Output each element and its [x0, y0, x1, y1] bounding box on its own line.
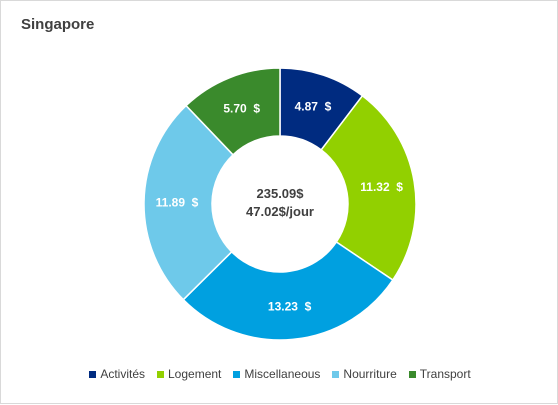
- legend-item-3: Nourriture: [332, 367, 397, 381]
- slice-value-label-3: 11.89 $: [156, 196, 199, 210]
- legend-label: Activités: [100, 367, 145, 381]
- donut-slice-1: [320, 94, 417, 282]
- donut-slice-3: [143, 104, 235, 301]
- legend-label: Miscellaneous: [244, 367, 321, 381]
- center-daily-label: 47.02$/jour: [246, 204, 314, 219]
- legend-item-4: Transport: [408, 367, 471, 381]
- center-total-label: 235.09$: [257, 186, 305, 201]
- legend-swatch: [157, 370, 164, 378]
- slice-value-label-2: 13.23 $: [268, 300, 312, 314]
- donut-slice-4: [185, 67, 281, 156]
- legend-item-0: Activités: [89, 367, 145, 381]
- chart-legend: Activités Logement Miscellaneous Nourriture…: [1, 367, 558, 381]
- slice-value-label-1: 11.32 $: [360, 180, 403, 194]
- chart-title: Singapore: [21, 16, 95, 33]
- slice-value-label-4: 5.70 $: [223, 101, 260, 115]
- legend-item-2: Miscellaneous: [233, 367, 320, 381]
- legend-swatch: [89, 370, 97, 378]
- legend-label: Nourriture: [343, 367, 397, 381]
- slice-labels-layer: 4.87 $ 11.32 $ 13.23 $ 11.89 $ 5.70 $: [156, 99, 404, 313]
- legend-swatch: [332, 370, 340, 378]
- legend-label: Transport: [419, 367, 471, 381]
- legend-label: Logement: [168, 367, 222, 381]
- donut-slice-2: [182, 240, 394, 341]
- legend-swatch: [233, 370, 241, 378]
- slices-layer: [143, 67, 417, 341]
- legend-swatch: [408, 370, 416, 378]
- legend-item-1: Logement: [157, 367, 221, 381]
- slice-value-label-0: 4.87 $: [295, 99, 332, 113]
